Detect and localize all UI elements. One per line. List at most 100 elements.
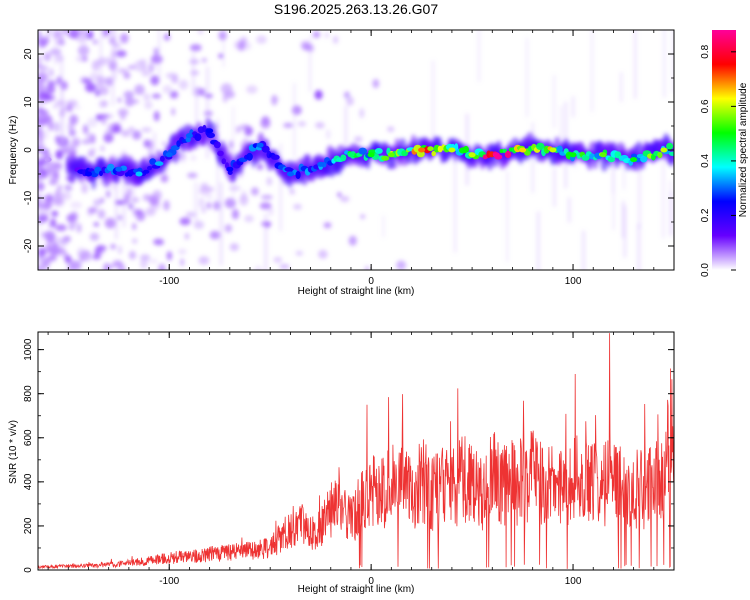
heatmap-cell (52, 104, 59, 109)
heatmap-cell (54, 30, 57, 66)
heatmap-cell (87, 86, 96, 91)
heatmap-cell (264, 213, 268, 270)
heatmap-cell (198, 30, 204, 34)
heatmap-cell (66, 213, 77, 223)
heatmap-cell (553, 168, 556, 207)
heatmap-cell (279, 143, 282, 232)
y-tick-label: 0 (23, 567, 34, 573)
y-tick-label: 0 (23, 147, 34, 153)
heatmap-cell (133, 99, 140, 104)
heatmap-cell (152, 65, 157, 70)
heatmap-cell (81, 182, 88, 194)
heatmap-cell (131, 197, 140, 203)
heatmap-cell (246, 152, 253, 161)
heatmap-cell (48, 68, 54, 77)
x-tick-label: -100 (159, 276, 179, 287)
heatmap-cell (256, 163, 264, 170)
heatmap-cell (271, 94, 278, 106)
snr-panel: -100 0 100 0 200 400 600 800 1000 Height of str… (8, 331, 675, 595)
heatmap-cell (143, 93, 151, 101)
heatmap-cell (478, 30, 480, 82)
heatmap-cell (55, 187, 61, 198)
heatmap-cell (599, 152, 607, 158)
heatmap-cell (454, 160, 457, 253)
heatmap-cell (104, 217, 116, 229)
heatmap-cell (427, 146, 434, 152)
heatmap-cell (232, 106, 234, 203)
heatmap-cell (235, 125, 241, 134)
heatmap-cell (78, 30, 86, 35)
heatmap-cell (132, 130, 142, 140)
heatmap-cell (40, 232, 48, 237)
colorbar-tick-label: 0.8 (700, 44, 711, 58)
heatmap-cell (344, 105, 348, 157)
heatmap-cell (100, 145, 105, 152)
heatmap-cell (672, 30, 674, 93)
snr-x-ticks: -100 0 100 (47, 332, 675, 587)
heatmap-cell (178, 79, 189, 90)
heatmap-cell (621, 200, 625, 238)
heatmap-cell (135, 171, 143, 177)
heatmap-cell (348, 235, 357, 246)
x-tick-label: 0 (368, 276, 374, 287)
heatmap-cell (623, 143, 625, 190)
heatmap-cell (571, 96, 575, 118)
heatmap-cell (128, 203, 134, 210)
y-tick-label: 10 (23, 96, 34, 108)
heatmap-cell (431, 150, 437, 157)
heatmap-cell (166, 251, 173, 261)
heatmap-cell (324, 32, 330, 39)
heatmap-cell (360, 214, 366, 219)
heatmap-cell (44, 168, 54, 177)
heatmap-cell (42, 257, 51, 268)
snr-frame (37, 331, 675, 571)
snr-y-ticks: 0 200 400 600 800 1000 (23, 338, 674, 573)
heatmap-cell (295, 251, 303, 256)
heatmap-cell (121, 129, 131, 137)
heatmap-cell (340, 195, 350, 203)
heatmap-cell (76, 223, 82, 233)
heatmap-cell (42, 65, 49, 72)
heatmap-cell (103, 133, 114, 143)
heatmap-cell (293, 203, 302, 210)
heatmap-cell (64, 255, 72, 264)
heatmap-cell (346, 96, 354, 106)
heatmap-cell (132, 222, 137, 231)
heatmap-cell (638, 140, 641, 229)
heatmap-cell (364, 265, 370, 270)
heatmap-cell (567, 197, 571, 223)
heatmap-cell (219, 182, 223, 266)
heatmap-cell (637, 223, 641, 270)
heatmap-cell (237, 41, 245, 52)
heatmap-cell (160, 155, 165, 162)
heatmap-cell (160, 174, 169, 183)
heatmap-cell (630, 157, 638, 163)
heatmap-cell (53, 170, 59, 179)
snr-background (38, 332, 674, 570)
x-tick-label: 100 (565, 276, 582, 287)
heatmap-cell (147, 166, 152, 171)
heatmap-cell (224, 224, 233, 233)
heatmap-cell (660, 147, 668, 153)
heatmap-cell (358, 147, 368, 155)
heatmap-cell (85, 171, 92, 177)
heatmap-cell (271, 154, 280, 160)
heatmap-cell (68, 129, 76, 137)
heatmap-cell (194, 182, 198, 222)
heatmap-cell (162, 85, 173, 94)
heatmap-cell (463, 145, 469, 154)
heatmap-cell (666, 142, 674, 150)
heatmap-cell (178, 248, 187, 255)
heatmap-cell (69, 30, 80, 39)
heatmap-cell (432, 60, 435, 147)
heatmap-cell (87, 117, 98, 128)
heatmap-cell (231, 208, 239, 220)
heatmap-cell (60, 148, 71, 154)
heatmap-cell (47, 223, 53, 228)
heatmap-cell (147, 150, 153, 155)
heatmap-background-noise (38, 30, 674, 270)
heatmap-cell (95, 114, 103, 121)
heatmap-cell (47, 254, 57, 262)
heatmap-cell (261, 194, 273, 200)
